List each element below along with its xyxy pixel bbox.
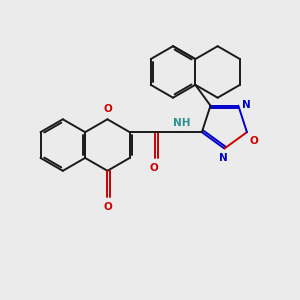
Text: N: N (219, 154, 228, 164)
Text: N: N (242, 100, 251, 110)
Text: O: O (149, 163, 158, 173)
Text: O: O (103, 202, 112, 212)
Text: NH: NH (173, 118, 191, 128)
Text: O: O (250, 136, 259, 146)
Text: O: O (103, 104, 112, 114)
